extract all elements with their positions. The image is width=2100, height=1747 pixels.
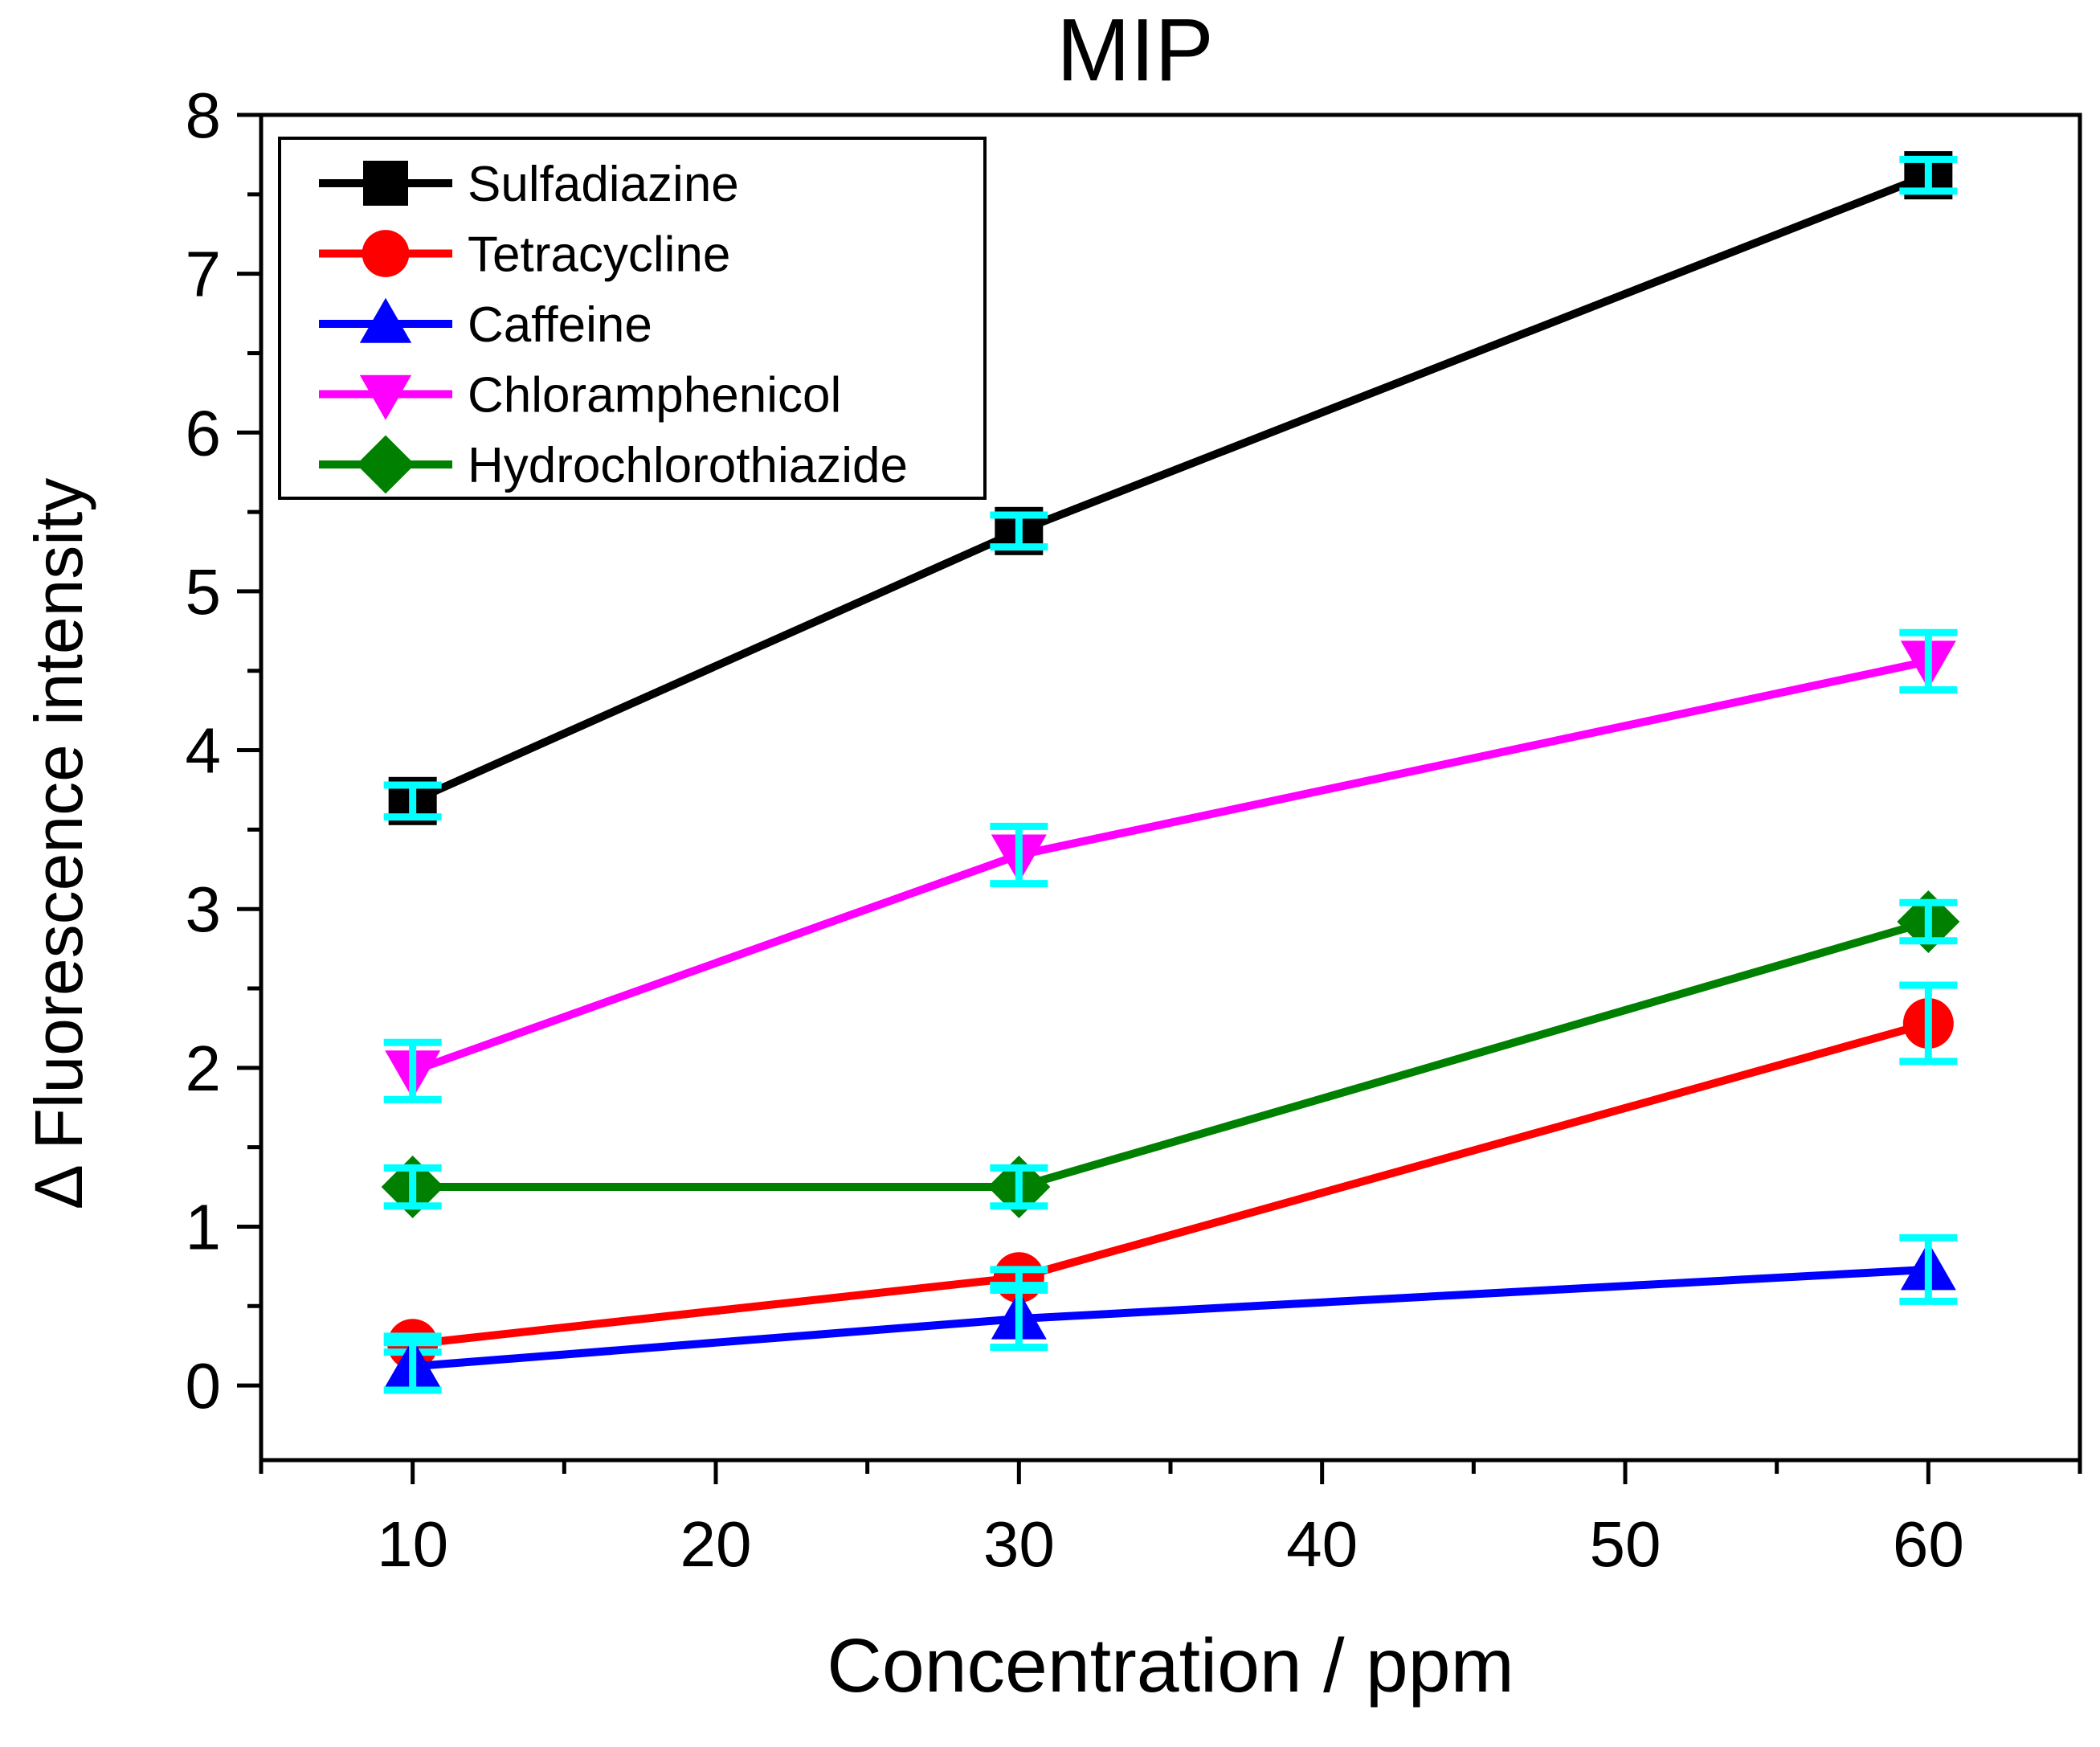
legend-label: Chloramphenicol xyxy=(468,368,841,423)
error-bar xyxy=(990,1164,1048,1210)
series-hydrochlorothiazide xyxy=(381,890,1960,1219)
series-layer xyxy=(381,151,1960,1394)
series-caffeine xyxy=(383,1234,1958,1394)
legend: Sulfadiazine Tetracycline Caffeine Chloramp… xyxy=(278,137,987,500)
error-bar xyxy=(1899,981,1958,1066)
error-bar xyxy=(990,1287,1048,1352)
legend-item: Hydrochlorothiazide xyxy=(319,435,908,494)
chart-title: MIP xyxy=(1056,1,1214,100)
error-bar xyxy=(383,1038,442,1103)
series-chloramphenicol xyxy=(383,628,1958,1103)
x-tick-label: 60 xyxy=(1893,1508,1964,1580)
error-bar xyxy=(1899,628,1958,693)
x-tick-label: 50 xyxy=(1590,1508,1661,1580)
error-bar xyxy=(1899,1234,1958,1305)
y-tick-label: 8 xyxy=(186,80,222,151)
legend-item: Tetracycline xyxy=(319,227,730,283)
error-bar xyxy=(1899,155,1958,195)
y-tick-label: 7 xyxy=(186,239,222,310)
legend-label: Sulfadiazine xyxy=(468,157,739,212)
error-bar xyxy=(383,1164,442,1210)
y-tick-label: 0 xyxy=(186,1350,222,1422)
y-tick-label: 3 xyxy=(186,874,222,945)
legend-item: Chloramphenicol xyxy=(319,368,841,423)
y-tick-label: 4 xyxy=(186,715,222,787)
y-tick-label: 5 xyxy=(186,556,222,628)
series-tetracycline xyxy=(383,981,1958,1370)
error-bar xyxy=(990,1266,1048,1290)
x-axis-label: Concentration / ppm xyxy=(827,1623,1514,1708)
legend-item: Sulfadiazine xyxy=(319,157,739,212)
y-tick-label: 1 xyxy=(186,1191,222,1262)
y-tick-label: 6 xyxy=(186,397,222,468)
series-sulfadiazine xyxy=(383,151,1958,825)
y-tick-label: 2 xyxy=(186,1033,222,1104)
legend-marker xyxy=(362,230,410,277)
legend-item: Caffeine xyxy=(319,297,652,353)
legend-marker xyxy=(356,435,415,494)
legend-label: Hydrochlorothiazide xyxy=(468,438,908,493)
x-tick-label: 10 xyxy=(377,1508,448,1580)
legend-marker xyxy=(359,374,412,420)
error-bar xyxy=(383,781,442,821)
legend-marker xyxy=(363,161,408,206)
legend-label: Tetracycline xyxy=(468,227,730,283)
error-bar xyxy=(990,822,1048,888)
x-tick-label: 20 xyxy=(680,1508,752,1580)
error-bar xyxy=(990,511,1048,551)
y-axis-label: Δ Fluorescence intensity xyxy=(21,478,96,1210)
x-tick-label: 30 xyxy=(983,1508,1055,1580)
error-bar xyxy=(383,1339,442,1394)
legend-marker xyxy=(359,297,412,343)
error-bar xyxy=(1899,898,1958,945)
axes: 10 20 30 40 50 60 0 1 2 3 4 5 6 7 8 xyxy=(186,80,2082,1580)
legend-label: Caffeine xyxy=(468,297,652,353)
x-tick-label: 40 xyxy=(1286,1508,1358,1580)
